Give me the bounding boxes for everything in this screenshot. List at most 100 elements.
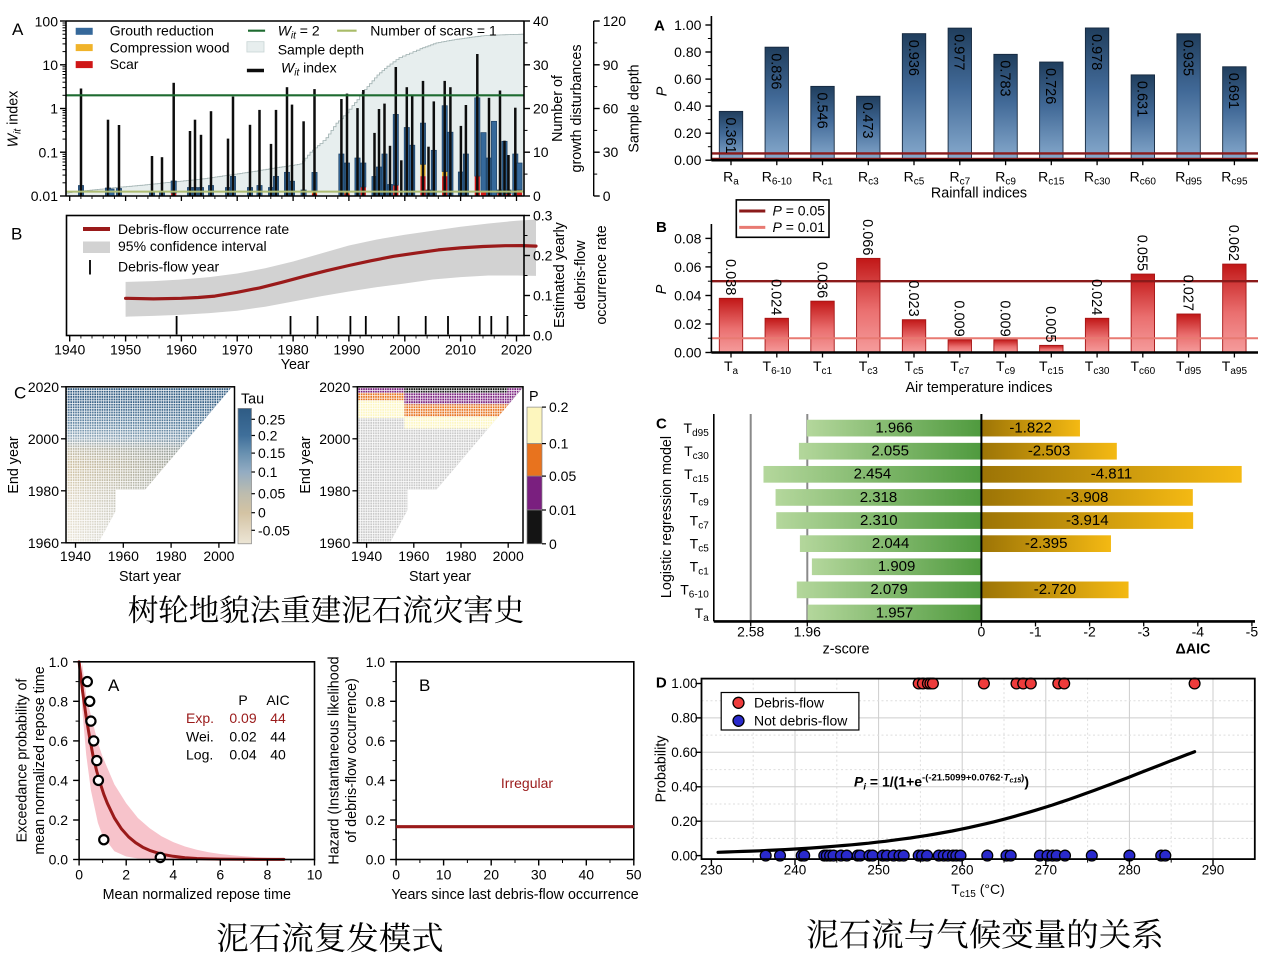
svg-text:0.15: 0.15 — [258, 445, 285, 461]
svg-text:AIC: AIC — [266, 692, 289, 708]
svg-text:1.966: 1.966 — [875, 419, 913, 436]
svg-text:0.09: 0.09 — [229, 710, 256, 726]
svg-text:A: A — [108, 676, 120, 695]
svg-text:Debris-flow occurrence rate: Debris-flow occurrence rate — [118, 221, 289, 237]
svg-text:ΔAIC: ΔAIC — [1176, 642, 1211, 658]
svg-text:260: 260 — [951, 863, 974, 878]
svg-text:Start year: Start year — [409, 569, 471, 585]
svg-text:B: B — [656, 219, 667, 236]
svg-text:0.04: 0.04 — [674, 288, 701, 304]
svg-text:0.024: 0.024 — [768, 279, 784, 315]
svg-text:10: 10 — [42, 57, 58, 73]
svg-text:Air temperature indices: Air temperature indices — [905, 380, 1052, 396]
svg-text:0: 0 — [978, 623, 986, 639]
svg-text:-5: -5 — [1246, 623, 1259, 639]
svg-text:1980: 1980 — [278, 342, 309, 358]
svg-text:0.2: 0.2 — [549, 399, 569, 415]
svg-text:4: 4 — [169, 867, 177, 883]
svg-text:-1: -1 — [1029, 623, 1042, 639]
svg-text:0.361: 0.361 — [722, 117, 738, 153]
svg-text:1.957: 1.957 — [876, 604, 914, 621]
svg-text:0.60: 0.60 — [674, 71, 701, 87]
svg-text:End year: End year — [6, 436, 22, 493]
svg-text:0.60: 0.60 — [671, 745, 697, 760]
svg-text:0.783: 0.783 — [996, 60, 1012, 96]
svg-text:0.2: 0.2 — [258, 428, 278, 444]
svg-text:40: 40 — [533, 13, 549, 29]
svg-text:C: C — [14, 384, 26, 403]
svg-text:A: A — [654, 18, 665, 35]
svg-text:Debris-flow year: Debris-flow year — [118, 259, 219, 275]
svg-text:0.024: 0.024 — [1088, 279, 1104, 315]
svg-text:2000: 2000 — [203, 548, 234, 564]
svg-text:90: 90 — [603, 57, 619, 73]
svg-text:20: 20 — [533, 101, 549, 117]
svg-text:2.58: 2.58 — [737, 623, 764, 639]
svg-text:1.0: 1.0 — [49, 654, 69, 670]
svg-text:0.4: 0.4 — [49, 772, 69, 788]
svg-text:0.4: 0.4 — [366, 772, 386, 788]
svg-text:growth disturbances: growth disturbances — [569, 45, 585, 173]
svg-text:0.836: 0.836 — [768, 53, 784, 89]
svg-text:1.00: 1.00 — [671, 676, 697, 691]
svg-text:Sample depth: Sample depth — [627, 64, 643, 152]
svg-text:0.726: 0.726 — [1042, 68, 1058, 104]
svg-text:0.40: 0.40 — [671, 780, 697, 795]
svg-text:Grouth reduction: Grouth reduction — [110, 23, 214, 39]
svg-text:Log.: Log. — [186, 747, 213, 763]
svg-text:P = 0.01: P = 0.01 — [773, 219, 826, 235]
svg-text:0.05: 0.05 — [549, 468, 576, 484]
svg-text:of debris-flow occurrence): of debris-flow occurrence) — [344, 678, 360, 842]
svg-text:0.08: 0.08 — [674, 230, 701, 246]
svg-text:0.80: 0.80 — [674, 44, 701, 60]
svg-text:Hazard (Instantaneous likeliho: Hazard (Instantaneous likelihood — [327, 656, 343, 864]
svg-text:0.935: 0.935 — [1179, 40, 1195, 76]
svg-text:-0.05: -0.05 — [258, 522, 290, 538]
svg-text:Number of: Number of — [550, 75, 566, 142]
svg-text:2.044: 2.044 — [872, 535, 910, 552]
svg-text:P: P — [654, 284, 670, 294]
svg-text:2.079: 2.079 — [870, 581, 908, 598]
svg-text:0.066: 0.066 — [859, 219, 875, 255]
svg-text:1.96: 1.96 — [794, 623, 821, 639]
svg-text:1940: 1940 — [351, 548, 382, 564]
svg-text:0.631: 0.631 — [1134, 81, 1150, 117]
svg-text:2.454: 2.454 — [854, 466, 892, 483]
svg-text:Wit index: Wit index — [281, 60, 337, 79]
svg-text:0.0: 0.0 — [49, 852, 69, 868]
svg-text:1940: 1940 — [60, 548, 91, 564]
svg-text:0.25: 0.25 — [258, 411, 285, 427]
svg-text:P: P — [655, 86, 671, 96]
svg-text:0: 0 — [603, 188, 611, 204]
svg-text:0.977: 0.977 — [951, 34, 967, 70]
svg-text:0: 0 — [533, 188, 541, 204]
svg-text:0.8: 0.8 — [366, 693, 386, 709]
svg-text:End year: End year — [298, 436, 314, 493]
svg-text:0.936: 0.936 — [905, 40, 921, 76]
svg-text:0: 0 — [75, 867, 83, 883]
svg-text:D: D — [656, 675, 667, 692]
svg-text:0.027: 0.027 — [1179, 275, 1195, 311]
svg-text:0.06: 0.06 — [674, 259, 701, 275]
svg-text:0.023: 0.023 — [905, 280, 921, 316]
svg-text:10: 10 — [307, 867, 323, 883]
svg-text:P = 0.05: P = 0.05 — [773, 203, 826, 219]
svg-text:2020: 2020 — [501, 342, 532, 358]
svg-text:1.00: 1.00 — [674, 17, 701, 33]
svg-text:0.2: 0.2 — [49, 812, 69, 828]
svg-text:1.909: 1.909 — [878, 558, 916, 575]
svg-text:95% confidence interval: 95% confidence interval — [118, 238, 267, 254]
svg-text:30: 30 — [531, 867, 547, 883]
svg-text:1960: 1960 — [108, 548, 139, 564]
svg-text:40: 40 — [579, 867, 595, 883]
svg-text:0.02: 0.02 — [229, 728, 256, 744]
svg-text:0.04: 0.04 — [229, 747, 256, 763]
svg-text:Mean normalized repose time: Mean normalized repose time — [103, 887, 291, 903]
svg-text:0.1: 0.1 — [258, 464, 278, 480]
svg-text:Probability: Probability — [654, 735, 670, 803]
svg-text:0.036: 0.036 — [813, 262, 829, 298]
svg-text:1980: 1980 — [445, 548, 476, 564]
svg-text:1960: 1960 — [28, 535, 59, 551]
svg-text:1980: 1980 — [319, 483, 350, 499]
svg-text:20: 20 — [483, 867, 499, 883]
